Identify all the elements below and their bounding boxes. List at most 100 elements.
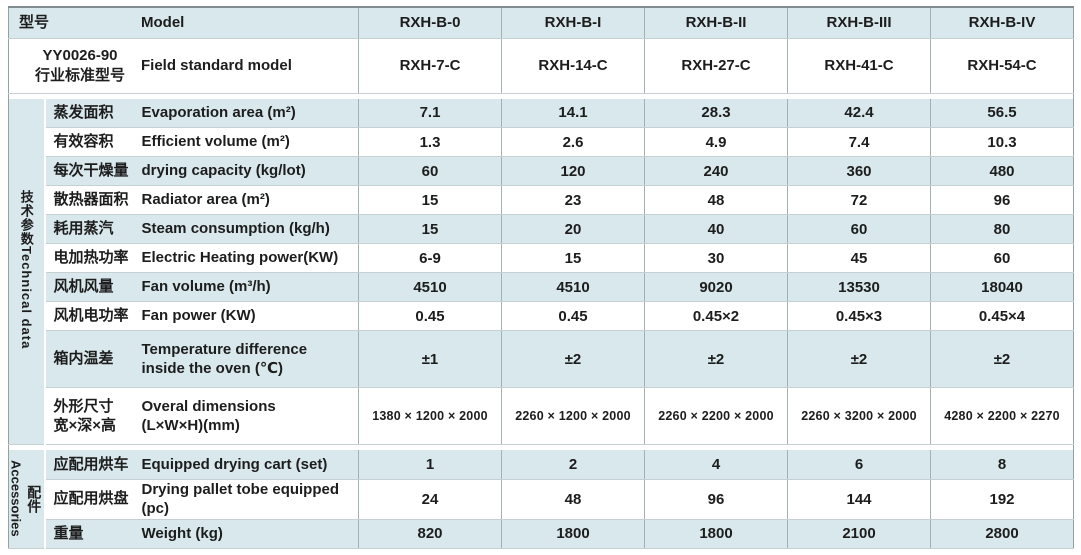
value-cell: 15 (358, 185, 502, 215)
model-cell: RXH-B-III (787, 7, 931, 39)
row-label-cn: 重量 (53, 524, 84, 542)
standard-code: YY0026-90 (42, 47, 118, 64)
model-cell: RXH-B-I (501, 7, 645, 39)
model-cell: RXH-B-IV (930, 7, 1074, 39)
value-cell: 0.45 (501, 301, 645, 331)
value-cell: 9020 (644, 272, 788, 302)
table-row: 重量 Weight (kg) 820 1800 1800 2100 2800 (9, 519, 1074, 549)
row-label: YY0026-90 行业标准型号 Field standard model (8, 38, 359, 94)
value-cell: 40 (644, 214, 788, 244)
value-cell: 7.1 (358, 98, 502, 128)
row-label-cn: 散热器面积 (53, 191, 129, 209)
table-row: 电加热功率 Electric Heating power(KW) 6-9 15 … (9, 243, 1074, 273)
vertical-label: 技术参数Technical data (18, 189, 34, 349)
row-label-cn: 电加热功率 (53, 249, 129, 267)
standard-name-cn: 行业标准型号 (34, 66, 125, 84)
model-cell: RXH-27-C (644, 38, 788, 94)
value-cell: 30 (644, 243, 788, 273)
value-cell: 0.45 (358, 301, 502, 331)
value-cell: 144 (787, 479, 931, 520)
table-row: 应配用烘盘 Drying pallet tobe equipped (pc) 2… (9, 479, 1074, 520)
value-cell: 48 (501, 479, 645, 520)
value-cell: 48 (644, 185, 788, 215)
row-label: 应配用烘车 Equipped drying cart (set) (44, 450, 359, 480)
row-label-cn: 箱内温差 (53, 350, 114, 368)
value-cell: 480 (930, 156, 1074, 186)
value-cell: 14.1 (501, 98, 645, 128)
value-cell: 0.45×2 (644, 301, 788, 331)
value-cell: 15 (358, 214, 502, 244)
model-cell: RXH-41-C (787, 38, 931, 94)
row-label: 每次干燥量 drying capacity (kg/lot) (44, 156, 359, 186)
value-cell: 2260 × 1200 × 2000 (501, 387, 645, 445)
table-row: 每次干燥量 drying capacity (kg/lot) 60 120 24… (9, 156, 1074, 186)
value-cell: 1800 (644, 519, 788, 549)
value-cell: ±2 (787, 330, 931, 388)
table-row: 风机风量 Fan volume (m³/h) 4510 4510 9020 13… (9, 272, 1074, 302)
row-label: 型号 Model (8, 7, 359, 39)
row-label-cn: 每次干燥量 (53, 162, 129, 180)
value-cell: 20 (501, 214, 645, 244)
row-label-en: Electric Heating power(KW) (141, 249, 339, 267)
value-cell: 7.4 (787, 127, 931, 157)
value-cell: 45 (787, 243, 931, 273)
row-label-cn: 应配用烘车 (53, 455, 129, 473)
table-row: 外形尺寸 宽×深×高 Overal dimensions (L×W×H)(mm)… (9, 387, 1074, 445)
row-label-en: Equipped drying cart (set) (141, 455, 328, 473)
row-label-cn: YY0026-90 行业标准型号 (19, 46, 141, 85)
value-cell: 18040 (930, 272, 1074, 302)
value-cell: 1800 (501, 519, 645, 549)
vertical-label-cn: 配件 (26, 484, 43, 513)
row-label: 箱内温差 Temperature difference inside the o… (44, 330, 359, 388)
value-cell: 192 (930, 479, 1074, 520)
value-cell: ±2 (501, 330, 645, 388)
value-cell: 4510 (358, 272, 502, 302)
row-label: 风机风量 Fan volume (m³/h) (44, 272, 359, 302)
value-cell: 2260 × 2200 × 2000 (644, 387, 788, 445)
value-cell: 72 (787, 185, 931, 215)
table-row: 技术参数Technical data 蒸发面积 Evaporation area… (8, 98, 1074, 445)
model-cell: RXH-B-II (644, 7, 788, 39)
value-cell: 10.3 (930, 127, 1074, 157)
value-cell: 60 (358, 156, 502, 186)
row-label-cn: 应配用烘盘 (53, 490, 129, 508)
row-label-en: Temperature difference inside the oven (… (141, 340, 308, 378)
value-cell: 24 (358, 479, 502, 520)
row-label-en: Overal dimensions (L×W×H)(mm) (141, 397, 276, 435)
value-cell: 42.4 (787, 98, 931, 128)
value-cell: 120 (501, 156, 645, 186)
row-label: 重量 Weight (kg) (44, 519, 359, 549)
model-cell: RXH-B-0 (358, 7, 502, 39)
value-cell: 2800 (930, 519, 1074, 549)
value-cell: 6 (787, 450, 931, 480)
row-label-cn: 蒸发面积 (53, 104, 114, 121)
row-label-cn: 风机电功率 (53, 307, 129, 325)
table-row-standard-model: YY0026-90 行业标准型号 Field standard model RX… (8, 38, 1074, 94)
row-label-en: Fan volume (m³/h) (141, 278, 271, 296)
table-row-model: 型号 Model RXH-B-0 RXH-B-I RXH-B-II RXH-B-… (8, 7, 1074, 39)
value-cell: 8 (930, 450, 1074, 480)
row-label-en: Evaporation area (m²) (141, 104, 296, 121)
value-cell: 4280 × 2200 × 2270 (930, 387, 1074, 445)
value-cell: 96 (930, 185, 1074, 215)
row-label-en: Fan power (KW) (141, 307, 256, 325)
value-cell: 15 (501, 243, 645, 273)
value-cell: ±1 (358, 330, 502, 388)
value-cell: ±2 (644, 330, 788, 388)
value-cell: 80 (930, 214, 1074, 244)
row-label-cn: 风机风量 (53, 278, 114, 296)
row-label: 应配用烘盘 Drying pallet tobe equipped (pc) (44, 479, 359, 520)
section-label-technical-data: 技术参数Technical data (8, 98, 46, 445)
section-gap (8, 444, 1074, 450)
value-cell: 2 (501, 450, 645, 480)
spec-table: 型号 Model RXH-B-0 RXH-B-I RXH-B-II RXH-B-… (8, 6, 1074, 549)
row-label: 散热器面积 Radiator area (m²) (44, 185, 359, 215)
value-cell: 1.3 (358, 127, 502, 157)
value-cell: 56.5 (930, 98, 1074, 128)
row-label-en: Radiator area (m²) (141, 191, 270, 209)
row-label-en: Steam consumption (kg/h) (141, 220, 330, 238)
row-label: 耗用蒸汽 Steam consumption (kg/h) (44, 214, 359, 244)
row-label: 电加热功率 Electric Heating power(KW) (44, 243, 359, 273)
model-cell: RXH-14-C (501, 38, 645, 94)
